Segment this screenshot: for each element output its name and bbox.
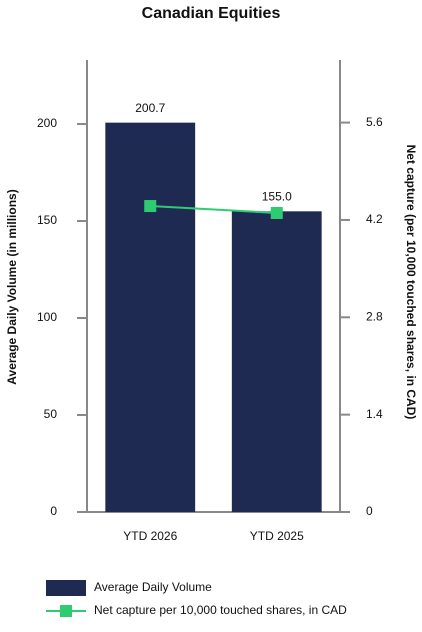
- legend-swatch: [60, 605, 72, 617]
- y2-tick-label: 2.8: [366, 309, 383, 323]
- line-marker: [144, 200, 157, 213]
- y-axis-title: Average Daily Volume (in millions): [5, 189, 19, 384]
- bar: [231, 211, 322, 513]
- chart-title: Canadian Equities: [142, 5, 281, 22]
- y-tick-label: 150: [37, 213, 57, 227]
- y2-tick-label: 1.4: [366, 407, 383, 421]
- y2-tick-label: 4.2: [366, 212, 383, 226]
- x-tick-label: YTD 2025: [250, 529, 304, 543]
- y-tick-label: 50: [44, 407, 58, 421]
- legend-label: Average Daily Volume: [94, 580, 212, 594]
- x-tick-label: YTD 2026: [123, 529, 177, 543]
- y-tick-label: 100: [37, 310, 57, 324]
- bar-value-label: 200.7: [135, 101, 165, 115]
- y2-tick-label: 0: [366, 504, 373, 518]
- y-tick-label: 0: [50, 504, 57, 518]
- line-marker: [270, 206, 283, 219]
- bar: [105, 122, 196, 512]
- y-tick-label: 200: [37, 116, 57, 130]
- legend-swatch: [46, 580, 86, 596]
- y2-tick-label: 5.6: [366, 115, 383, 129]
- line: [150, 205, 277, 214]
- y2-axis-title: Net capture (per 10,000 touched shares, …: [404, 145, 418, 420]
- legend-label: Net capture per 10,000 touched shares, i…: [94, 603, 347, 617]
- bar-value-label: 155.0: [262, 189, 292, 203]
